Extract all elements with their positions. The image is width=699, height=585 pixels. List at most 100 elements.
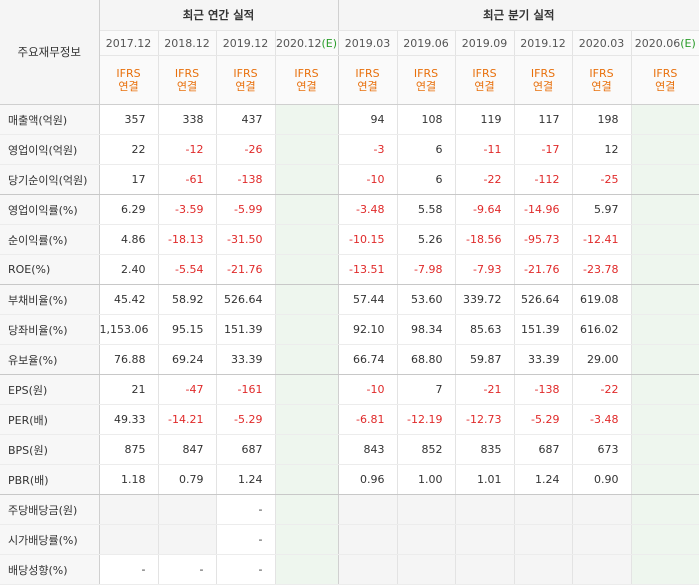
ifrs-label: IFRS [589, 67, 614, 80]
table-cell: 526.64 [215, 284, 275, 315]
table-cell: 673 [571, 434, 631, 465]
table-row: PER(배) 49.33 -14.21 -5.29 -6.81 -12.19 -12.73-… [0, 404, 699, 435]
table-cell [274, 374, 338, 405]
table-cell [274, 194, 338, 225]
row-label: 매출액(억원) [0, 104, 100, 135]
ifrs-header: IFRS 연결 [99, 55, 158, 105]
period-header: 2020.06(E) [630, 30, 699, 56]
table-cell: 57.44 [337, 284, 397, 315]
table-row: EPS(원) 21 -47 -161 -10 7 -21 -138 -22 [0, 374, 699, 405]
table-cell: -3.59 [157, 194, 216, 225]
row-label: PER(배) [0, 404, 100, 435]
table-cell: -3.48 [337, 194, 397, 225]
ifrs-label: IFRS [530, 67, 556, 80]
table-cell [513, 494, 572, 525]
table-cell [630, 464, 699, 495]
table-cell: 69.24 [157, 344, 216, 375]
table-cell [454, 494, 514, 525]
table-cell: 1.24 [513, 464, 572, 495]
period-header: 2020.12(E) [274, 30, 338, 56]
table-cell: 338 [157, 104, 216, 135]
table-cell: 95.15 [157, 314, 216, 345]
ifrs-label: IFRS [233, 67, 258, 80]
table-cell: 1.18 [98, 464, 158, 495]
table-cell: -161 [215, 374, 275, 405]
consolidated-label: 연결 [357, 80, 378, 93]
table-cell: -138 [215, 164, 275, 195]
table-cell [630, 254, 699, 285]
table-cell: 151.39 [513, 314, 572, 345]
table-cell: 339.72 [454, 284, 514, 315]
table-cell: -9.64 [454, 194, 514, 225]
table-cell [454, 524, 514, 555]
table-cell: 49.33 [98, 404, 158, 435]
table-cell: 198 [571, 104, 631, 135]
table-row: 유보율(%) 76.88 69.24 33.39 66.74 68.80 59.87 33.3… [0, 344, 699, 375]
row-label: 주당배당금(원) [0, 494, 100, 525]
table-cell: -12.19 [396, 404, 455, 435]
table-cell [274, 464, 338, 495]
row-label: 유보율(%) [0, 344, 100, 375]
table-cell: 94 [337, 104, 397, 135]
table-cell [274, 164, 338, 195]
table-cell: 0.90 [571, 464, 631, 495]
row-label: 영업이익(억원) [0, 134, 100, 165]
table-cell: -6.81 [337, 404, 397, 435]
table-cell [396, 524, 455, 555]
table-cell [274, 224, 338, 255]
ifrs-header: IFRS 연결 [215, 55, 275, 105]
table-cell [274, 254, 338, 285]
table-cell [630, 314, 699, 345]
table-cell: -17 [513, 134, 572, 165]
table-cell: 117 [513, 104, 572, 135]
table-cell [630, 164, 699, 195]
ifrs-header: IFRS 연결 [630, 55, 699, 105]
table-cell [630, 194, 699, 225]
ifrs-header: IFRS 연결 [337, 55, 397, 105]
table-cell: 0.79 [157, 464, 216, 495]
table-cell: 85.63 [454, 314, 514, 345]
table-cell [274, 284, 338, 315]
label-column-header: 주요재무정보 [0, 0, 100, 105]
table-cell: 108 [396, 104, 455, 135]
table-cell [454, 554, 514, 585]
table-cell: -138 [513, 374, 572, 405]
table-cell: 1.00 [396, 464, 455, 495]
table-cell: -7.98 [396, 254, 455, 285]
table-cell [630, 134, 699, 165]
table-cell: 4.86 [98, 224, 158, 255]
ifrs-header: IFRS 연결 [454, 55, 514, 105]
table-cell: 0.96 [337, 464, 397, 495]
table-cell: - [215, 524, 275, 555]
table-cell: -11 [454, 134, 514, 165]
table-cell [396, 494, 455, 525]
table-row: 당기순이익(억원) 17 -61 -138 -10 6 -22 -112 -25 [0, 164, 699, 195]
ifrs-label: IFRS [653, 67, 678, 80]
table-cell: -5.29 [215, 404, 275, 435]
table-cell [630, 224, 699, 255]
row-label: ROE(%) [0, 254, 100, 285]
table-cell: -12.73 [454, 404, 514, 435]
table-cell: 875 [98, 434, 158, 465]
table-row: 부채비율(%) 45.42 58.92 526.64 57.44 53.60 339.72 5… [0, 284, 699, 315]
table-cell: 1,153.06 [98, 314, 158, 345]
table-cell: -5.54 [157, 254, 216, 285]
period-header: 2020.03 [571, 30, 631, 56]
table-cell: 119 [454, 104, 514, 135]
table-row: 순이익률(%) 4.86 -18.13 -31.50 -10.15 5.26 -18.56-… [0, 224, 699, 255]
row-label: PBR(배) [0, 464, 100, 495]
table-cell: -23.78 [571, 254, 631, 285]
table-cell: 1.24 [215, 464, 275, 495]
row-label: EPS(원) [0, 374, 100, 405]
period-header: 2018.12 [157, 30, 216, 56]
table-cell: 98.34 [396, 314, 455, 345]
ifrs-header: IFRS 연결 [513, 55, 572, 105]
consolidated-label: 연결 [118, 80, 139, 93]
consolidated-label: 연결 [415, 80, 437, 93]
table-cell: 92.10 [337, 314, 397, 345]
table-cell: -31.50 [215, 224, 275, 255]
period-header: 2017.12 [99, 30, 158, 56]
table-cell: -61 [157, 164, 216, 195]
consolidated-label: 연결 [655, 80, 676, 93]
ifrs-label: IFRS [116, 67, 141, 80]
